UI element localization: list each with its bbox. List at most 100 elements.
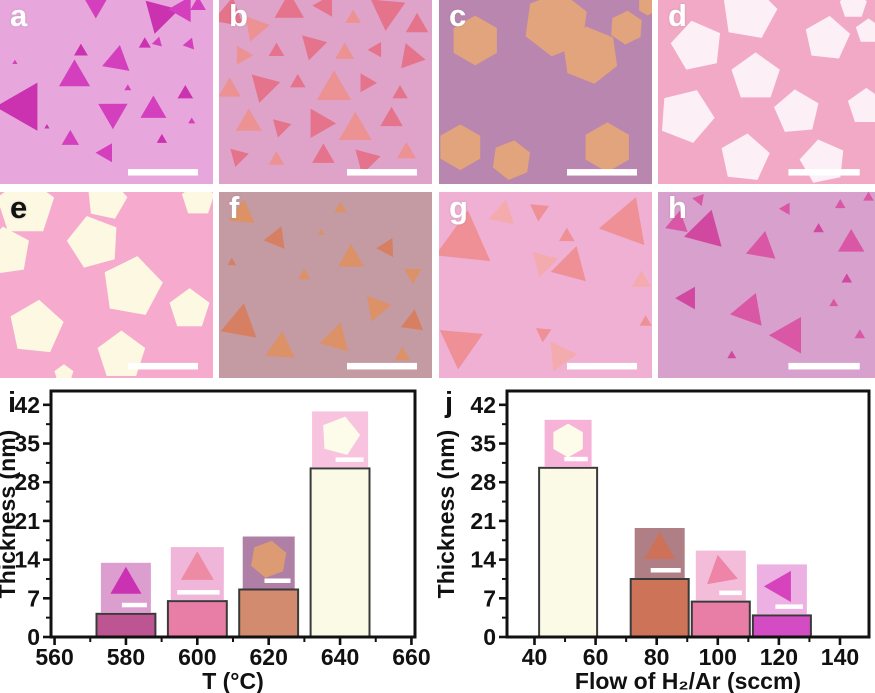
svg-text:620: 620 xyxy=(249,644,287,670)
bar-620 xyxy=(238,588,300,638)
micrograph-image-e xyxy=(0,192,213,378)
svg-text:42: 42 xyxy=(14,392,40,418)
micrograph-panel-a: a xyxy=(0,0,213,184)
micrograph-image-h xyxy=(665,192,874,370)
svg-text:21: 21 xyxy=(14,508,40,534)
flakes xyxy=(439,197,652,372)
bar-50 xyxy=(538,466,599,638)
svg-text:35: 35 xyxy=(470,431,496,457)
svg-text:40: 40 xyxy=(522,644,548,670)
y-axis: 0 7 14 21 28 35 42 Thickness (nm) xyxy=(0,392,51,650)
scale-bar xyxy=(567,169,637,176)
micrograph-image-g xyxy=(439,197,652,372)
svg-text:100: 100 xyxy=(699,644,737,670)
scale-bar xyxy=(788,362,860,370)
inset-scale-bar xyxy=(719,590,742,596)
svg-text:14: 14 xyxy=(470,547,496,573)
svg-text:28: 28 xyxy=(14,469,40,495)
inset-scale-bar xyxy=(650,568,681,573)
bars xyxy=(95,467,371,639)
inset-scale-bar xyxy=(564,456,588,462)
bar-100 xyxy=(690,600,751,639)
flakes xyxy=(0,192,213,378)
chart-i-plot: 560 580 600 620 640 660 T (°C) 0 7 14 21 28 35 42 Thic… xyxy=(0,389,431,693)
inset-scale-bar xyxy=(121,602,147,608)
bar-120 xyxy=(751,614,812,638)
svg-text:14: 14 xyxy=(14,547,40,573)
svg-text:60: 60 xyxy=(583,644,609,670)
inset-scale-bar xyxy=(264,578,291,583)
bar-80 xyxy=(629,578,690,638)
insets xyxy=(100,411,369,613)
bar-640 xyxy=(309,467,371,639)
svg-text:7: 7 xyxy=(27,585,40,611)
scale-bar xyxy=(347,169,417,176)
scale-bar xyxy=(128,362,198,370)
svg-text:660: 660 xyxy=(392,644,430,670)
svg-text:640: 640 xyxy=(321,644,359,670)
flakes xyxy=(440,0,652,180)
micrograph-panel-b: b xyxy=(219,0,432,184)
svg-text:140: 140 xyxy=(821,644,859,670)
svg-text:580: 580 xyxy=(107,644,145,670)
chart-label-i: i xyxy=(8,387,17,419)
x-axis-title: Flow of H₂/Ar (sccm) xyxy=(575,668,801,693)
micrograph-panel-e: e xyxy=(0,192,213,378)
micrograph-image-b xyxy=(219,0,429,176)
bars xyxy=(538,466,812,639)
panel-label-c: c xyxy=(449,0,467,33)
scale-bar xyxy=(567,362,637,370)
y-axis: 0 7 14 21 28 35 42 Thickness (nm) xyxy=(437,392,507,650)
svg-text:120: 120 xyxy=(760,644,798,670)
svg-text:28: 28 xyxy=(470,469,496,495)
micrograph-image-f xyxy=(220,199,424,370)
micrograph-image-a xyxy=(0,0,206,176)
panel-label-f: f xyxy=(229,192,240,225)
micrograph-image-c xyxy=(440,0,652,180)
flakes xyxy=(665,192,874,359)
flakes xyxy=(661,0,875,183)
svg-text:35: 35 xyxy=(14,431,40,457)
flakes xyxy=(220,199,424,361)
micrograph-image-d xyxy=(661,0,875,183)
svg-text:42: 42 xyxy=(470,392,496,418)
micrograph-panel-d: d xyxy=(658,0,875,184)
x-axis-title: T (°C) xyxy=(202,668,264,693)
y-axis-title: Thickness (nm) xyxy=(437,430,459,599)
panel-label-e: e xyxy=(10,192,28,225)
svg-text:0: 0 xyxy=(483,624,496,650)
chart-j-plot: 40 60 80 100 120 140 Flow of H₂/Ar (sccm) 0 7 14 2… xyxy=(437,389,871,693)
inset-scale-bar xyxy=(775,604,803,609)
flakes xyxy=(0,0,206,163)
panel-label-b: b xyxy=(229,0,248,33)
chart-thickness-vs-flow: j 40 60 80 100 120 140 Flow of H₂/Ar (sccm) 0 7 1… xyxy=(437,385,875,693)
panel-label-d: d xyxy=(668,0,687,33)
scale-bar xyxy=(347,362,417,370)
svg-text:80: 80 xyxy=(644,644,670,670)
insets xyxy=(544,419,807,615)
micrograph-panel-g: g xyxy=(439,192,652,378)
panel-label-h: h xyxy=(668,192,687,225)
scale-bar xyxy=(788,169,860,176)
scale-bar xyxy=(128,169,198,176)
y-axis-title: Thickness (nm) xyxy=(0,430,20,599)
svg-text:7: 7 xyxy=(483,585,496,611)
panel-label-g: g xyxy=(449,192,468,225)
inset-scale-bar xyxy=(177,590,220,595)
panel-label-a: a xyxy=(10,0,28,33)
inset-scale-bar xyxy=(335,457,364,462)
micrograph-panel-f: f xyxy=(219,192,432,378)
bar-580 xyxy=(95,612,157,639)
chart-thickness-vs-temperature: i 560 580 600 620 640 660 T (°C) 0 7 14 21 28 35 42 Th… xyxy=(0,385,437,693)
svg-text:600: 600 xyxy=(178,644,216,670)
x-axis: 560 580 600 620 640 660 T (°C) xyxy=(35,637,431,693)
x-axis: 40 60 80 100 120 140 Flow of H₂/Ar (sccm) xyxy=(522,637,859,693)
flakes xyxy=(219,0,429,175)
bar-600 xyxy=(166,600,228,639)
svg-text:0: 0 xyxy=(27,624,40,650)
micrograph-panel-c: c xyxy=(439,0,652,184)
svg-text:560: 560 xyxy=(35,644,73,670)
svg-text:21: 21 xyxy=(470,508,496,534)
micrograph-panel-h: h xyxy=(658,192,875,378)
